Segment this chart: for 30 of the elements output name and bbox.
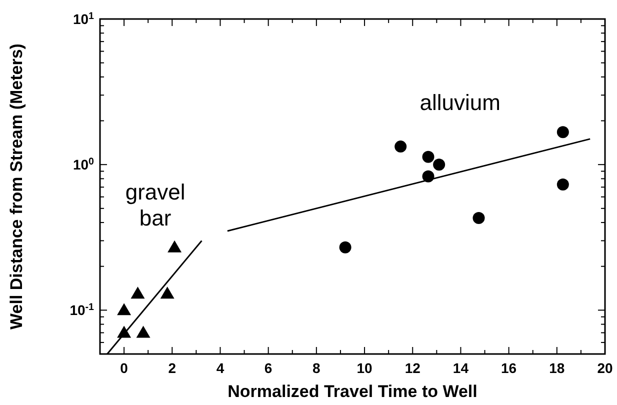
x-tick-label: 20 bbox=[597, 360, 613, 376]
point bbox=[394, 140, 407, 153]
y-axis-title: Well Distance from Stream (Meters) bbox=[7, 44, 26, 330]
x-tick-label: 8 bbox=[312, 360, 321, 376]
point bbox=[433, 158, 446, 171]
point bbox=[117, 303, 132, 316]
y-tick-label: 10$^{1}$ bbox=[72, 10, 95, 27]
series-label: gravel bar bbox=[125, 179, 186, 230]
x-tick-label: 6 bbox=[264, 360, 272, 376]
point bbox=[556, 178, 569, 190]
series-label: alluvium bbox=[420, 90, 500, 116]
x-axis-title: Normalized Travel Time to Well bbox=[228, 382, 478, 401]
point bbox=[160, 286, 174, 299]
x-tick-label: 18 bbox=[549, 360, 565, 376]
x-tick-label: 16 bbox=[501, 360, 517, 376]
y-tick-label: 10$^{0}$ bbox=[72, 156, 95, 173]
point bbox=[136, 326, 150, 338]
x-tick-label: 12 bbox=[404, 360, 421, 376]
point bbox=[556, 126, 569, 138]
x-tick-label: 4 bbox=[216, 360, 224, 376]
x-tick-label: 14 bbox=[452, 360, 469, 376]
point bbox=[168, 240, 182, 252]
point bbox=[339, 241, 352, 254]
point bbox=[472, 212, 485, 224]
y-tick-label: 10$^{-1}$ bbox=[70, 302, 95, 318]
point bbox=[130, 286, 145, 299]
x-tick-label: 10 bbox=[356, 360, 373, 376]
point bbox=[422, 150, 434, 163]
x-tick-label: 0 bbox=[120, 360, 128, 376]
x-tick-label: 2 bbox=[168, 360, 176, 376]
